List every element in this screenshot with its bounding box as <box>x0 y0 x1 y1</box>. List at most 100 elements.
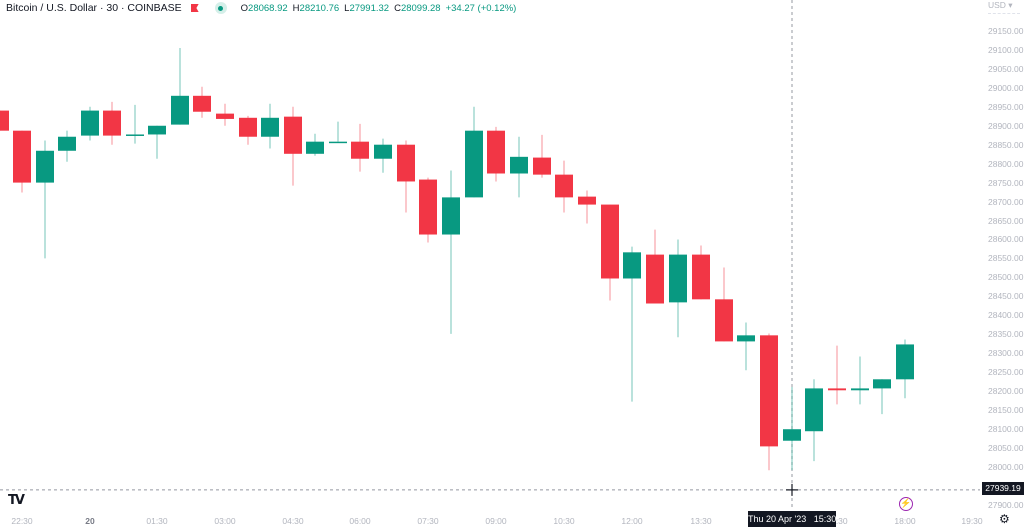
time-tick-label: 13:30 <box>690 516 712 526</box>
time-tick-label: 22:30 <box>11 516 33 526</box>
candle[interactable] <box>533 134 551 178</box>
candle[interactable] <box>465 106 483 198</box>
price-tick-label: 28800.00 <box>988 158 1024 169</box>
price-tick-label: 28900.00 <box>988 120 1024 131</box>
candle[interactable] <box>126 104 144 144</box>
chart-legend: Bitcoin / U.S. Dollar · 30 · COINBASE O2… <box>6 1 516 15</box>
candle[interactable] <box>103 101 121 145</box>
candle[interactable] <box>397 140 415 213</box>
candle[interactable] <box>374 138 392 173</box>
crosshair-time-tag: Thu 20 Apr '23 15:30 <box>748 511 836 527</box>
time-tick-label: 20 <box>85 516 95 526</box>
candle[interactable] <box>171 48 189 125</box>
candle[interactable] <box>284 106 302 186</box>
symbol-title[interactable]: Bitcoin / U.S. Dollar · 30 · COINBASE <box>6 2 182 14</box>
candle[interactable] <box>669 239 687 338</box>
candle[interactable] <box>760 333 778 471</box>
price-tick-label: 28000.00 <box>988 461 1024 472</box>
currency-selector[interactable]: USD ▾ <box>988 0 1013 10</box>
candle[interactable] <box>487 126 505 182</box>
candle[interactable] <box>805 379 823 462</box>
candle[interactable] <box>0 110 9 131</box>
settings-gear-icon[interactable]: ⚙ <box>999 512 1010 526</box>
candle[interactable] <box>261 103 279 149</box>
candle[interactable] <box>783 386 801 471</box>
candle[interactable] <box>216 103 234 126</box>
time-tick-label: 16:30 <box>826 516 848 526</box>
candle[interactable] <box>58 130 76 162</box>
candle[interactable] <box>329 121 347 144</box>
price-axis[interactable]: 29150.00 29100.00 29050.00 29000.00 28950.00… <box>980 0 1024 510</box>
candle[interactable] <box>828 345 846 405</box>
candlestick-plot[interactable] <box>0 0 980 508</box>
high-label: H <box>292 2 300 14</box>
ohlc-values: O28068.92 H28210.76 L27991.32 C28099.28 … <box>241 3 517 14</box>
candle[interactable] <box>36 140 54 259</box>
candle[interactable] <box>896 339 914 399</box>
time-tick-label: 18:00 <box>894 516 916 526</box>
time-tick-label: 04:30 <box>282 516 304 526</box>
price-tick-label: 27900.00 <box>988 499 1024 510</box>
candle[interactable] <box>81 106 99 141</box>
candle[interactable] <box>737 322 755 371</box>
candle[interactable] <box>555 160 573 213</box>
time-tick-label: 12:00 <box>621 516 643 526</box>
price-tick-label: 28950.00 <box>988 101 1024 112</box>
price-tick-label: 29050.00 <box>988 63 1024 74</box>
candle[interactable] <box>873 379 891 415</box>
tradingview-logo-icon[interactable]: TV <box>8 493 25 508</box>
candle[interactable] <box>646 229 664 304</box>
price-tick-label: 28300.00 <box>988 348 1024 359</box>
price-tick-label: 29000.00 <box>988 82 1024 93</box>
price-tick-label: 28250.00 <box>988 367 1024 378</box>
price-tick-label: 28850.00 <box>988 139 1024 150</box>
candle[interactable] <box>510 136 528 198</box>
flag-icon[interactable] <box>190 4 199 12</box>
candle[interactable] <box>239 115 257 145</box>
change-value: +34.27 (+0.12%) <box>445 2 517 14</box>
price-tick-label: 29100.00 <box>988 44 1024 55</box>
close-label: C <box>394 2 401 14</box>
market-status-icon[interactable] <box>214 2 227 14</box>
price-tick-label: 28100.00 <box>988 423 1024 434</box>
price-tick-label: 28750.00 <box>988 177 1024 188</box>
candle[interactable] <box>419 177 437 243</box>
time-tick-label: 03:00 <box>214 516 236 526</box>
price-tick-label: 28700.00 <box>988 196 1024 207</box>
axis-divider <box>988 13 1020 14</box>
time-tick-label: 09:00 <box>485 516 507 526</box>
time-tick-label: 01:30 <box>146 516 168 526</box>
close-value: 28099.28 <box>400 2 441 14</box>
candle[interactable] <box>601 204 619 301</box>
candle[interactable] <box>851 356 869 405</box>
time-tick-label: 19:30 <box>961 516 983 526</box>
crosshair-price-tag: 27939.19 <box>982 482 1024 495</box>
candle[interactable] <box>623 246 641 402</box>
price-tick-label: 28600.00 <box>988 234 1024 245</box>
price-tick-label: 28550.00 <box>988 253 1024 264</box>
candle[interactable] <box>442 170 460 334</box>
time-tick-label: 10:30 <box>553 516 575 526</box>
candle[interactable] <box>351 123 369 172</box>
candle[interactable] <box>306 133 324 156</box>
candle[interactable] <box>578 190 596 224</box>
time-tick-label: 06:00 <box>349 516 371 526</box>
price-tick-label: 28450.00 <box>988 291 1024 302</box>
price-tick-label: 28350.00 <box>988 329 1024 340</box>
price-tick-label: 28200.00 <box>988 386 1024 397</box>
low-value: 27991.32 <box>349 2 390 14</box>
candle[interactable] <box>692 245 710 300</box>
open-label: O <box>240 2 249 14</box>
price-tick-label: 28050.00 <box>988 442 1024 453</box>
price-tick-label: 29150.00 <box>988 26 1024 36</box>
price-tick-label: 28500.00 <box>988 272 1024 283</box>
time-tick-label: 07:30 <box>417 516 439 526</box>
candle[interactable] <box>715 267 733 342</box>
candle[interactable] <box>148 125 166 159</box>
low-label: L <box>344 2 350 14</box>
high-value: 28210.76 <box>299 2 340 14</box>
candle[interactable] <box>13 130 31 193</box>
price-tick-label: 28400.00 <box>988 310 1024 321</box>
lightning-icon[interactable]: ⚡ <box>899 497 913 511</box>
candle[interactable] <box>193 86 211 118</box>
